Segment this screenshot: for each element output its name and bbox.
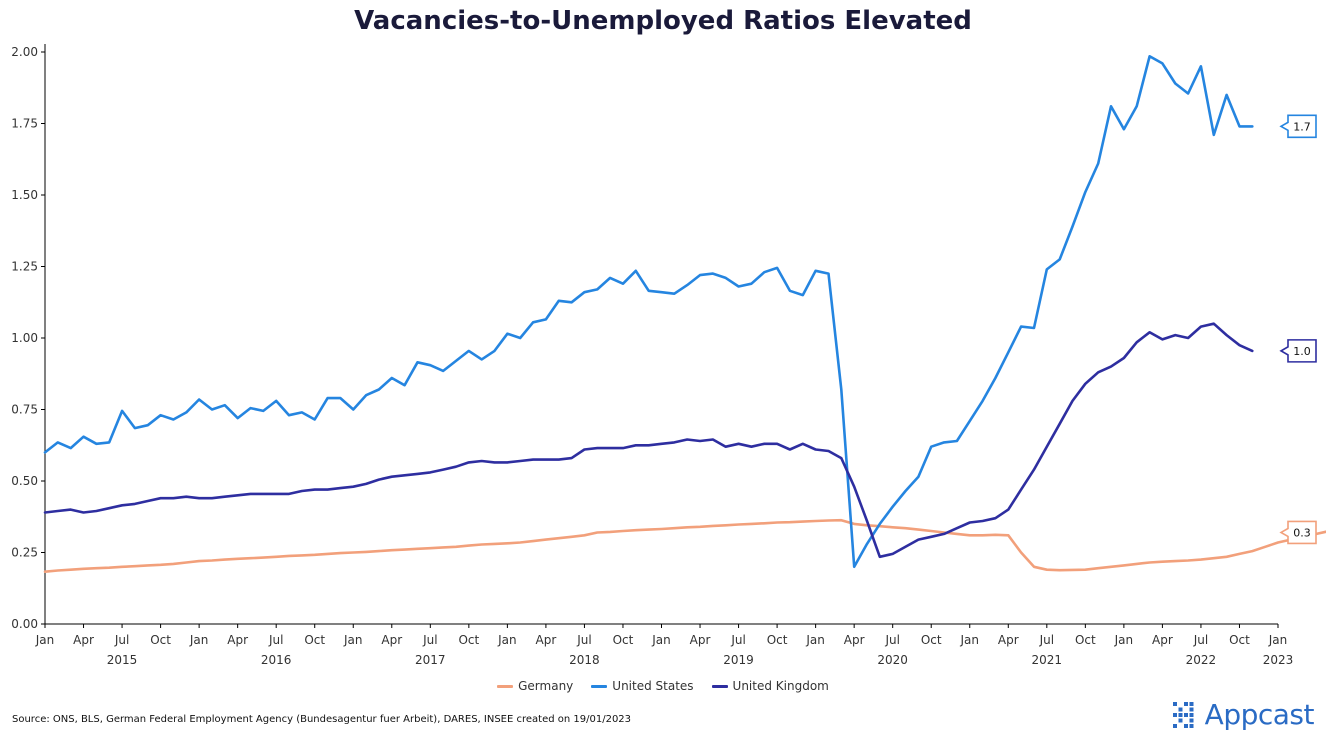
appcast-dots-icon [1172,701,1194,728]
y-tick-label: 0.25 [11,546,38,560]
x-tick-label: Apr [998,633,1019,647]
logo-dot [1183,712,1188,717]
logo-dot [1172,701,1177,706]
x-year-label: 2019 [723,653,754,667]
x-year-label: 2017 [415,653,446,667]
series-lines [43,54,1326,574]
legend-item-united-states: United States [591,679,694,693]
x-tick-label: Oct [304,633,325,647]
legend-swatch [711,684,728,688]
logo-dot [1178,707,1183,711]
legend-label: United Kingdom [732,679,829,693]
logo-dot [1178,718,1183,722]
y-tick-label: 0.50 [11,474,38,488]
x-tick-label: Jul [884,633,899,647]
x-tick-label: Jan [1114,633,1134,647]
x-tick-label: Jan [805,633,825,647]
logo-dot [1189,718,1194,722]
y-tick-label: 1.75 [11,117,38,131]
end-labels: 0.3 1.7 1.0 [1279,114,1317,545]
end-label-text: 0.3 [1293,526,1311,539]
x-year-label: 2023 [1263,653,1294,667]
x-year-label: 2018 [569,653,600,667]
logo-dot [1189,707,1194,711]
x-year-label: 2015 [107,653,138,667]
end-label-united-states: 1.7 [1279,114,1317,139]
series-line-germany [43,518,1326,574]
x-tick-label: Jan [343,633,363,647]
x-tick-label: Oct [767,633,788,647]
logo-dot [1189,712,1194,717]
x-tick-label: Apr [844,633,865,647]
x-year-label: 2016 [261,653,292,667]
logo-dot [1189,723,1194,728]
end-label-united-kingdom: 1.0 [1279,339,1317,363]
x-tick-label: Jan [497,633,517,647]
x-tick-label: Oct [921,633,942,647]
x-tick-label: Jul [1193,633,1208,647]
x-tick-label: Apr [536,633,557,647]
x-tick-label: Jan [651,633,671,647]
chart-title: Vacancies-to-Unemployed Ratios Elevated [354,6,972,36]
logo-dot [1189,701,1194,706]
y-tick-label: 1.25 [11,260,38,274]
logo-dot [1172,712,1177,717]
x-tick-label: Oct [613,633,634,647]
y-tick-label: 0.00 [11,617,38,631]
x-year-label: 2021 [1032,653,1063,667]
y-tick-label: 1.50 [11,188,38,202]
appcast-logo: Appcast [1171,698,1315,731]
legend-item-united-kingdom: United Kingdom [711,679,829,693]
legend-swatch [591,684,608,688]
axes: 0.00 0.25 0.50 0.75 1.00 1.25 1.50 1.75 2.00 Jan A… [11,44,1293,667]
series-line-united-states [43,54,1254,569]
x-tick-label: Oct [150,633,171,647]
x-tick-label: Jul [268,633,283,647]
end-label-germany: 0.3 [1279,520,1317,545]
legend-item-germany: Germany [497,679,573,693]
x-tick-label: Jul [114,633,129,647]
x-tick-label: Apr [73,633,94,647]
source-note: Source: ONS, BLS, German Federal Employm… [12,714,632,725]
y-tick-label: 1.00 [11,331,38,345]
legend: Germany United States United Kingdom [0,679,1326,693]
x-tick-label: Jul [1039,633,1054,647]
logo-dot [1172,723,1177,728]
legend-label: Germany [518,679,574,693]
x-tick-label: Oct [1229,633,1250,647]
x-tick-label: Jul [730,633,745,647]
x-tick-label: Jul [576,633,591,647]
x-tick-label: Apr [1152,633,1173,647]
logo-text: Appcast [1204,698,1315,731]
y-tick-label: 2.00 [11,45,38,59]
logo-dot [1183,701,1188,706]
legend-swatch [497,684,514,688]
logo-dot [1178,712,1183,717]
end-label-text: 1.7 [1293,120,1311,133]
logo-dot [1183,723,1188,728]
x-tick-label: Oct [1075,633,1096,647]
x-tick-label: Apr [227,633,248,647]
legend-label: United States [612,679,694,693]
x-year-label: 2022 [1186,653,1217,667]
x-tick-label: Jan [35,633,55,647]
end-label-box [1279,339,1317,363]
x-tick-label: Oct [458,633,479,647]
x-tick-label: Apr [381,633,402,647]
y-tick-label: 0.75 [11,403,38,417]
x-tick-label: Jul [422,633,437,647]
end-label-box [1279,520,1317,545]
series-line-united-kingdom [43,322,1254,559]
x-tick-label: Apr [690,633,711,647]
end-label-text: 1.0 [1293,345,1311,358]
end-label-box [1279,114,1317,139]
x-year-label: 2020 [877,653,908,667]
x-tick-label: Jan [189,633,209,647]
x-tick-label: Jan [960,633,980,647]
x-tick-label: Jan [1268,633,1288,647]
